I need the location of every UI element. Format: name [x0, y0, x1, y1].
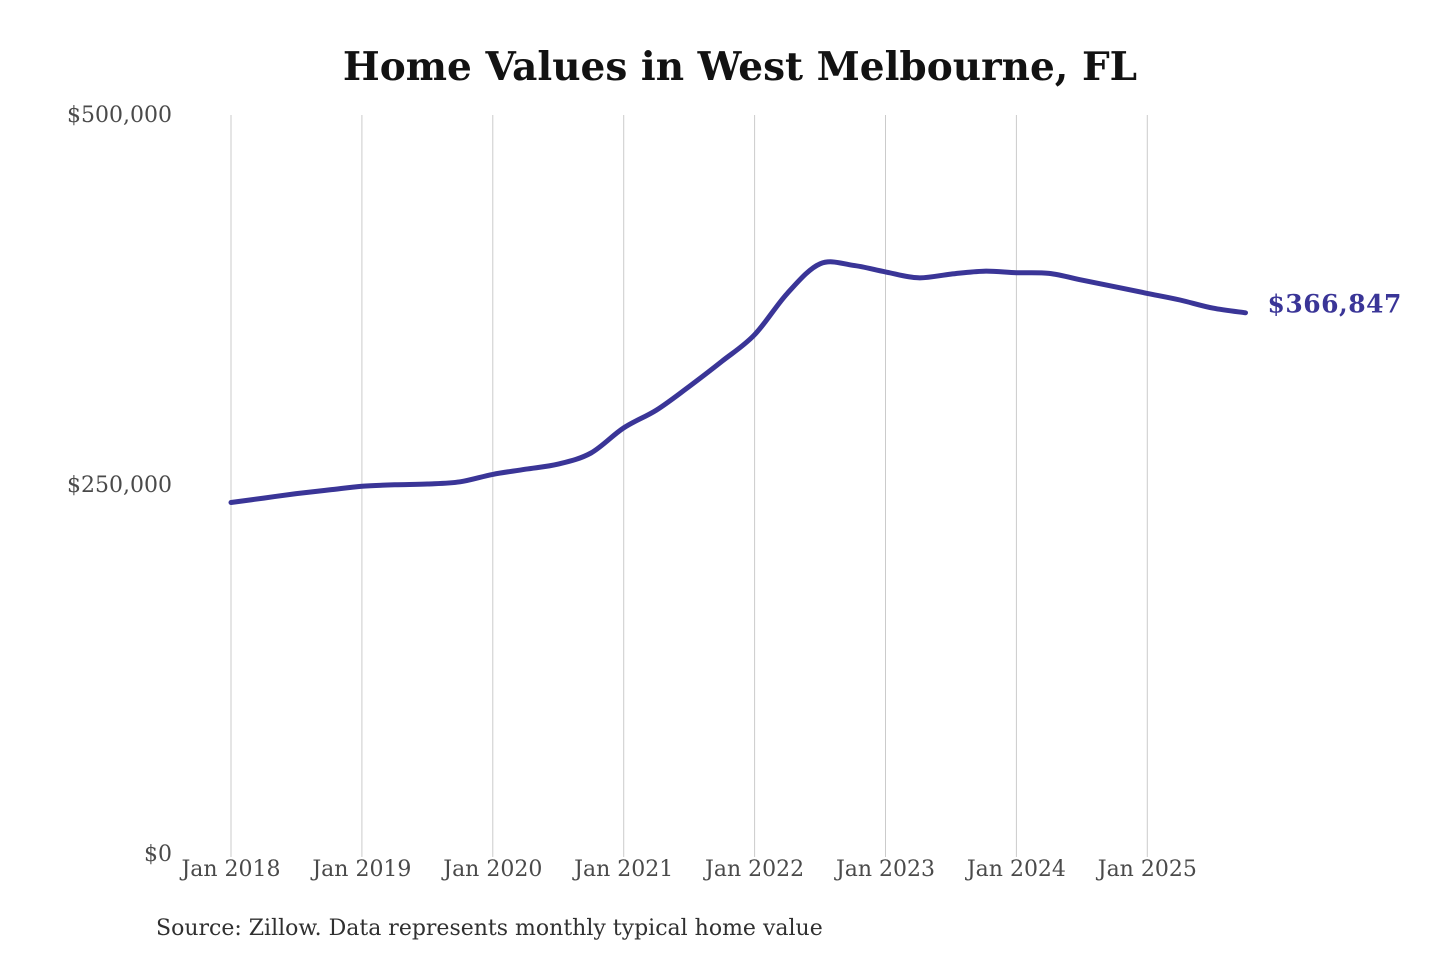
source-note: Source: Zillow. Data represents monthly … — [156, 916, 823, 941]
x-tick-label-jan-2022: Jan 2022 — [705, 857, 805, 882]
series-line — [228, 259, 1248, 505]
x-tick-label-jan-2023: Jan 2023 — [835, 857, 936, 882]
x-tick-label-jan-2025: Jan 2025 — [1097, 857, 1197, 882]
y-axis-label-500k: $500,000 — [67, 103, 172, 128]
chart-title: Home Values in West Melbourne, FL — [342, 44, 1138, 90]
x-tick-label-jan-2018: Jan 2018 — [181, 857, 281, 882]
y-axis-label-250k: $250,000 — [67, 472, 172, 498]
x-tick-label-jan-2021: Jan 2021 — [574, 857, 674, 882]
x-tick-label-jan-2024: Jan 2024 — [966, 857, 1066, 882]
x-tick-label-jan-2020: Jan 2020 — [443, 857, 543, 882]
series-end-value-label: $366,847 — [1267, 289, 1402, 319]
y-axis-label-0: $0 — [144, 842, 172, 867]
x-tick-label-jan-2019: Jan 2019 — [312, 857, 412, 882]
